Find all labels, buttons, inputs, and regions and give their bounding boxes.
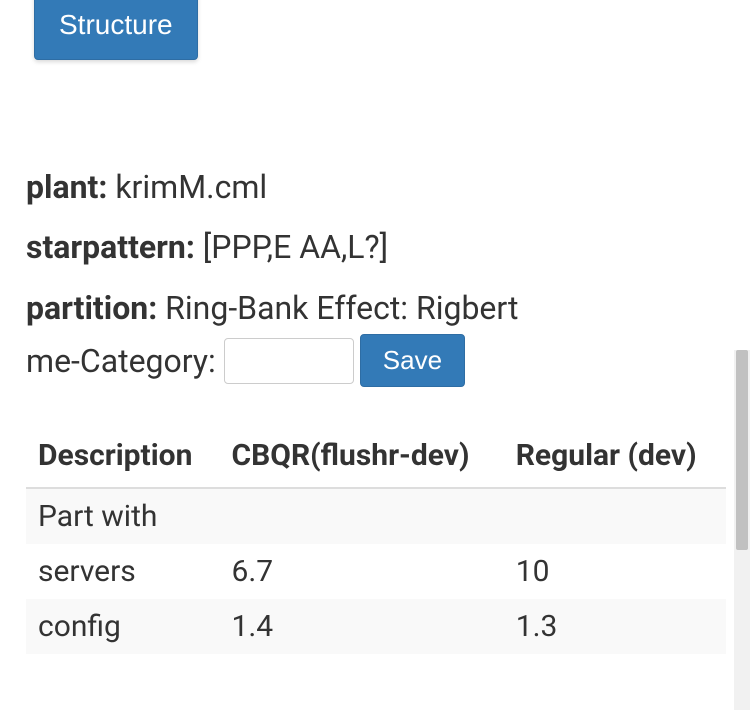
data-table: Description CBQR(flushr-dev) Regular (de… bbox=[26, 430, 726, 654]
scrollbar-thumb[interactable] bbox=[736, 350, 748, 550]
plant-label: plant: bbox=[26, 168, 107, 206]
col-description: Description bbox=[26, 430, 220, 488]
partition-label: partition: bbox=[26, 289, 157, 327]
table-header-row: Description CBQR(flushr-dev) Regular (de… bbox=[26, 430, 726, 488]
cell-description: config bbox=[26, 599, 220, 654]
category-label: me-Category: bbox=[26, 342, 216, 380]
info-fields: plant: krimM.cml starpattern: [PPP,E AA,… bbox=[26, 160, 518, 341]
scrollbar[interactable] bbox=[734, 350, 750, 710]
starpattern-label: starpattern: bbox=[26, 228, 195, 266]
cell-description: servers bbox=[26, 544, 220, 599]
cell-cbqr bbox=[220, 488, 504, 544]
plant-value: krimM.cml bbox=[107, 168, 267, 206]
starpattern-row: starpattern: [PPP,E AA,L?] bbox=[26, 220, 518, 274]
cell-regular bbox=[504, 488, 726, 544]
save-button[interactable]: Save bbox=[360, 334, 465, 387]
partition-row: partition: Ring-Bank Effect: Rigbert bbox=[26, 281, 518, 335]
partition-value: Ring-Bank Effect: Rigbert bbox=[157, 289, 518, 327]
starpattern-value: [PPP,E AA,L?] bbox=[195, 228, 388, 266]
plant-row: plant: krimM.cml bbox=[26, 160, 518, 214]
table-row[interactable]: servers 6.7 10 bbox=[26, 544, 726, 599]
col-regular: Regular (dev) bbox=[504, 430, 726, 488]
structure-button[interactable]: Structure bbox=[34, 0, 198, 60]
category-input[interactable] bbox=[224, 338, 354, 384]
cell-regular: 1.3 bbox=[504, 599, 726, 654]
category-form: me-Category: Save bbox=[26, 334, 465, 387]
cell-regular: 10 bbox=[504, 544, 726, 599]
cell-cbqr: 1.4 bbox=[220, 599, 504, 654]
cell-description: Part with bbox=[26, 488, 220, 544]
table-row[interactable]: Part with bbox=[26, 488, 726, 544]
cell-cbqr: 6.7 bbox=[220, 544, 504, 599]
col-cbqr: CBQR(flushr-dev) bbox=[220, 430, 504, 488]
table-row[interactable]: config 1.4 1.3 bbox=[26, 599, 726, 654]
